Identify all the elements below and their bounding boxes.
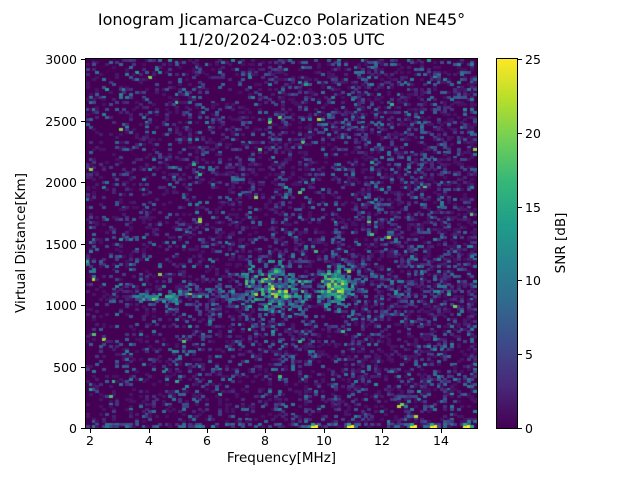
y-tick-label: 500 xyxy=(53,359,77,375)
x-tick-label: 10 xyxy=(316,433,332,448)
x-tick-mark xyxy=(323,429,325,433)
y-tick-mark xyxy=(81,243,85,245)
colorbar-label: SNR [dB] xyxy=(553,212,569,274)
x-tick-mark xyxy=(440,429,442,433)
y-tick-label: 3000 xyxy=(45,51,77,67)
colorbar-tick-mark xyxy=(518,353,522,355)
colorbar-tick-mark xyxy=(518,58,522,60)
y-tick-mark xyxy=(81,181,85,183)
y-tick-mark xyxy=(81,58,85,60)
colorbar-tick-label: 5 xyxy=(525,346,533,362)
y-tick-mark xyxy=(81,120,85,122)
y-tick-mark xyxy=(81,304,85,306)
x-tick-label: 8 xyxy=(261,433,269,448)
colorbar-tick-label: 20 xyxy=(525,125,541,141)
y-tick-label: 0 xyxy=(69,420,77,436)
y-tick-mark xyxy=(81,427,85,429)
x-tick-mark xyxy=(264,429,266,433)
y-tick-label: 2500 xyxy=(45,113,77,129)
colorbar-tick-label: 25 xyxy=(525,51,541,67)
colorbar-tick-label: 0 xyxy=(525,420,533,436)
x-tick-label: 2 xyxy=(86,433,94,448)
colorbar-tick-mark xyxy=(518,132,522,134)
colorbar xyxy=(496,58,518,429)
x-tick-mark xyxy=(89,429,91,433)
chart-subtitle-timestamp: 11/20/2024-02:03:05 UTC xyxy=(178,30,385,49)
x-tick-label: 12 xyxy=(374,433,390,448)
x-tick-mark xyxy=(381,429,383,433)
x-axis-label: Frequency[MHz] xyxy=(226,450,337,466)
colorbar-gradient-canvas xyxy=(497,59,517,428)
x-tick-label: 4 xyxy=(145,433,153,448)
ionogram-heatmap-canvas xyxy=(86,59,477,428)
colorbar-tick-label: 10 xyxy=(525,272,541,288)
y-tick-label: 1500 xyxy=(45,236,77,252)
y-tick-mark xyxy=(81,366,85,368)
x-tick-label: 6 xyxy=(203,433,211,448)
colorbar-tick-label: 15 xyxy=(525,199,541,215)
y-tick-label: 1000 xyxy=(45,297,77,313)
colorbar-tick-mark xyxy=(518,279,522,281)
plot-area xyxy=(85,58,478,429)
colorbar-tick-mark xyxy=(518,427,522,429)
x-tick-mark xyxy=(148,429,150,433)
y-tick-label: 2000 xyxy=(45,174,77,190)
x-tick-mark xyxy=(206,429,208,433)
chart-title: Ionogram Jicamarca-Cuzco Polarization NE… xyxy=(97,10,466,29)
x-tick-label: 14 xyxy=(433,433,449,448)
colorbar-tick-mark xyxy=(518,206,522,208)
y-axis-label: Virtual Distance[Km] xyxy=(13,173,29,313)
